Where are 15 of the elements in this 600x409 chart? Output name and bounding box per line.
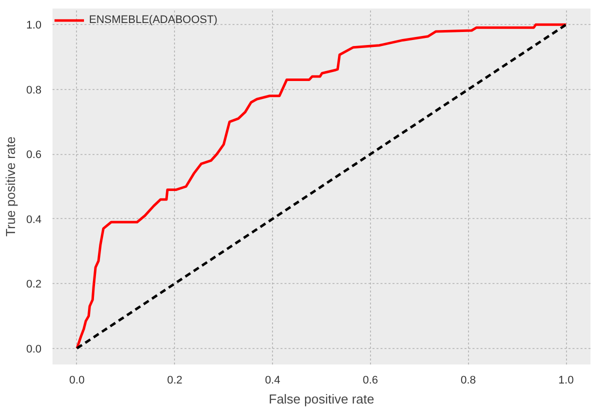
y-tick-label: 0.8 — [26, 84, 42, 96]
x-axis-title: False positive rate — [268, 392, 374, 406]
y-tick-label: 0.0 — [26, 343, 42, 356]
x-tick-label: 0.0 — [69, 374, 85, 386]
y-tick-label: 1.0 — [26, 20, 42, 32]
x-tick-label: 0.8 — [460, 374, 476, 386]
y-axis-title: True positive rate — [3, 136, 18, 236]
y-tick-label: 0.4 — [26, 214, 42, 226]
x-tick-label: 0.4 — [264, 374, 280, 386]
x-tick-label: 1.0 — [558, 374, 574, 386]
x-tick-label: 0.2 — [167, 374, 182, 386]
y-tick-label: 0.2 — [26, 278, 42, 291]
y-tick-label: 0.6 — [26, 149, 42, 162]
x-tick-label: 0.6 — [362, 374, 378, 386]
legend-label: ENSMEBLE(ADABOOST) — [89, 14, 218, 26]
